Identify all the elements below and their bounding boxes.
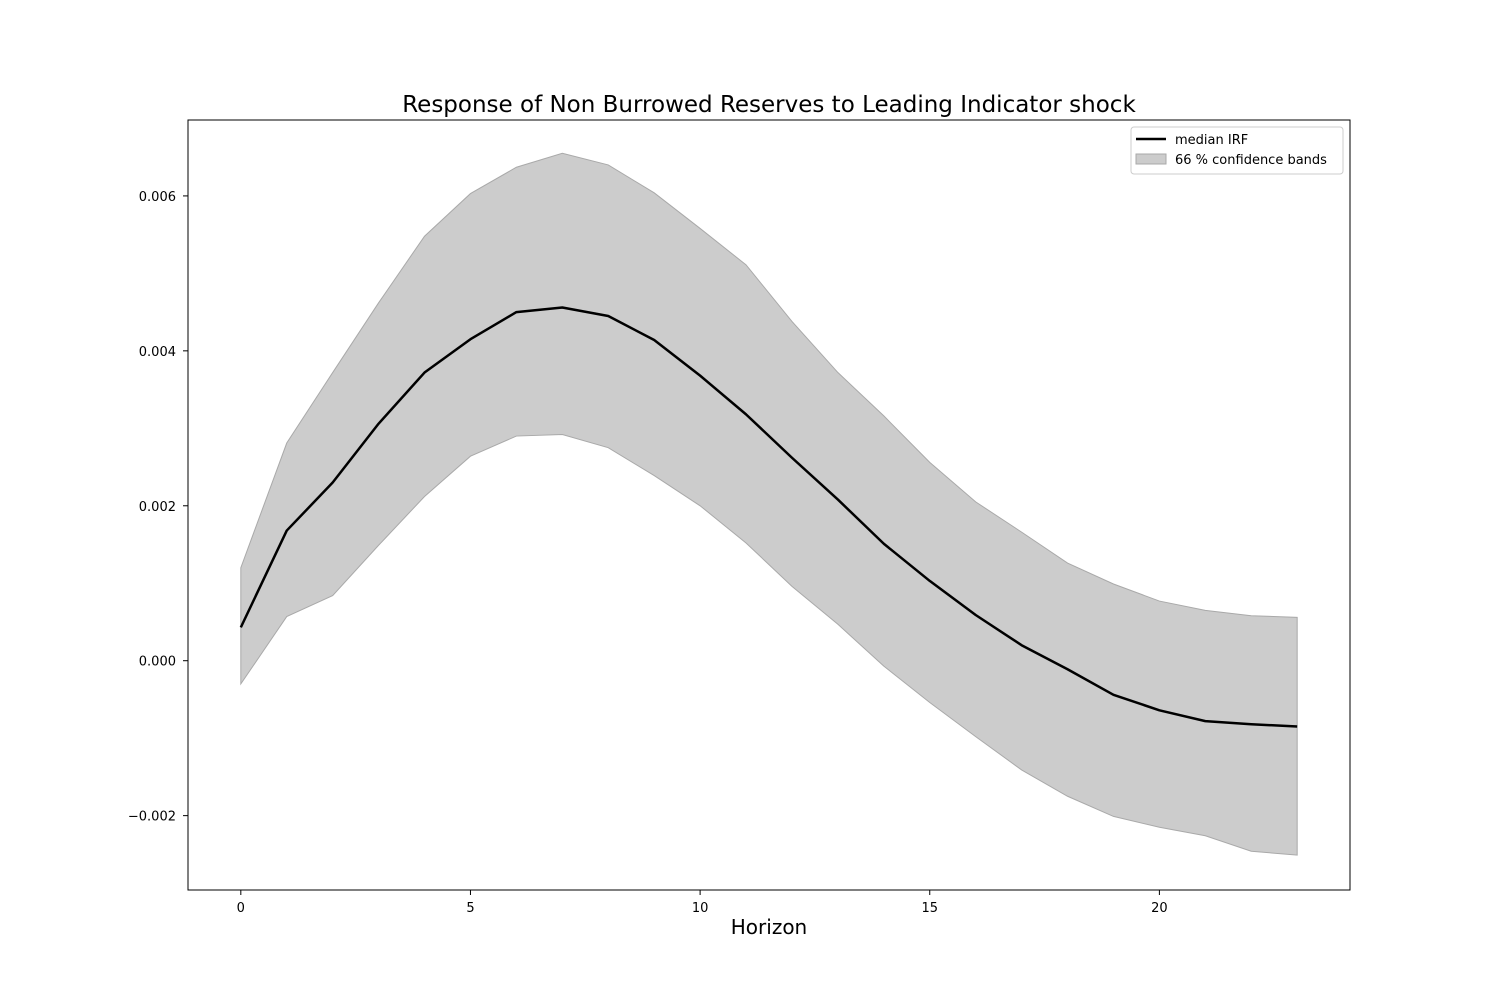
data-point <box>1157 708 1161 712</box>
x-tick-label: 5 <box>466 901 474 916</box>
line-layer <box>239 305 1299 729</box>
y-tick-label: 0.004 <box>139 345 176 360</box>
y-tick-label: 0.000 <box>139 655 176 670</box>
x-axis-ticks: 0 5 10 15 20 <box>237 890 1168 916</box>
data-point <box>744 412 748 416</box>
x-tick-label: 0 <box>237 901 245 916</box>
axes-frame <box>187 119 1351 891</box>
confidence-band <box>240 152 1298 856</box>
data-point <box>285 529 289 533</box>
data-point <box>468 337 472 341</box>
data-point <box>790 456 794 460</box>
data-point <box>239 625 243 629</box>
data-point <box>560 305 564 309</box>
legend-label-median: median IRF <box>1175 133 1248 148</box>
data-point <box>698 374 702 378</box>
chart-title: Response of Non Burrowed Reserves to Lea… <box>402 92 1136 118</box>
data-point <box>928 579 932 583</box>
data-point <box>1020 643 1024 647</box>
y-tick-label: 0.002 <box>139 500 176 515</box>
series-line-0 <box>239 306 1298 728</box>
data-point <box>423 371 427 375</box>
data-point <box>1249 722 1253 726</box>
x-axis-label: Horizon <box>731 915 807 939</box>
data-point <box>1295 725 1299 729</box>
legend-box <box>1130 126 1344 175</box>
legend-band-swatch <box>1135 153 1167 165</box>
data-point <box>1203 719 1207 723</box>
y-tick-label: 0.006 <box>139 190 176 205</box>
data-point <box>652 338 656 342</box>
data-point <box>606 314 610 318</box>
y-tick-label: −0.002 <box>128 810 176 825</box>
data-point <box>836 498 840 502</box>
y-axis-ticks: −0.002 0.000 0.002 0.004 0.006 <box>128 190 188 825</box>
plot-area <box>187 119 1351 891</box>
data-point <box>1066 667 1070 671</box>
band-layer <box>240 152 1298 856</box>
x-tick-label: 10 <box>692 901 709 916</box>
data-point <box>882 542 886 546</box>
x-tick-label: 15 <box>921 901 938 916</box>
data-point <box>974 613 978 617</box>
data-point <box>514 310 518 314</box>
data-point <box>331 481 335 485</box>
x-tick-label: 20 <box>1151 901 1168 916</box>
data-point <box>377 422 381 426</box>
legend-label-band: 66 % confidence bands <box>1175 153 1327 168</box>
legend: median IRF 66 % confidence bands <box>1130 126 1344 175</box>
data-point <box>1111 693 1115 697</box>
